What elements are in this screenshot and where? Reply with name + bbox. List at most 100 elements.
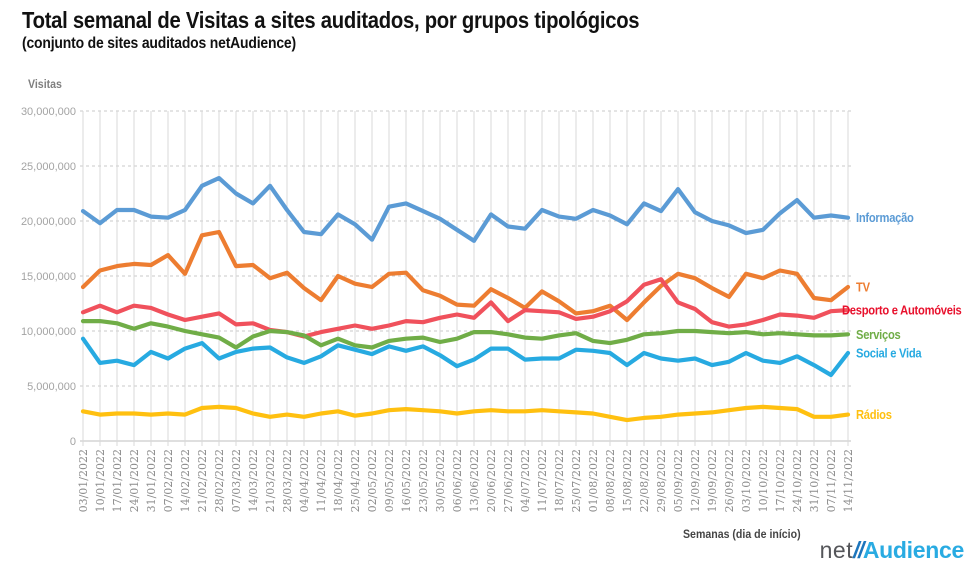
- x-tick-label: 18/04/2022: [332, 449, 345, 512]
- x-tick-label-text: 12/09/2022: [689, 449, 702, 512]
- series-label-group: Social e Vida: [856, 346, 922, 361]
- x-tick-label: 11/04/2022: [315, 449, 328, 512]
- x-tick-label: 07/02/2022: [162, 449, 175, 512]
- x-tick-label-text: 03/10/2022: [740, 449, 753, 512]
- series-label-informacao: Informação: [856, 210, 914, 225]
- x-tick-label-text: 31/01/2022: [145, 449, 158, 512]
- x-tick-label: 16/05/2022: [400, 449, 413, 512]
- x-axis-title: Semanas (dia de início): [683, 529, 801, 541]
- x-tick-label-text: 14/11/2022: [842, 449, 855, 512]
- x-tick-label: 03/01/2022: [77, 449, 90, 512]
- x-tick-label-text: 10/01/2022: [94, 449, 107, 512]
- x-tick-label: 29/08/2022: [655, 449, 668, 512]
- x-tick-label-text: 01/08/2022: [587, 449, 600, 512]
- series-label-group: Informação: [856, 210, 914, 225]
- x-tick-label: 02/05/2022: [366, 449, 379, 512]
- x-tick-label-text: 27/06/2022: [502, 449, 515, 512]
- series-label-group: Serviços: [856, 327, 901, 342]
- x-tick-label-text: 09/05/2022: [383, 449, 396, 512]
- x-tick-label-text: 20/06/2022: [485, 449, 498, 512]
- x-tick-label: 17/10/2022: [774, 449, 787, 512]
- x-tick-label-text: 24/10/2022: [791, 449, 804, 512]
- netaudience-logo: net//Audience: [819, 537, 965, 564]
- x-tick-label: 10/01/2022: [94, 449, 107, 512]
- x-tick-label-text: 06/06/2022: [451, 449, 464, 512]
- x-tick-label-text: 28/02/2022: [213, 449, 226, 512]
- x-tick-label-text: 31/10/2022: [808, 449, 821, 512]
- x-tick-label: 17/01/2022: [111, 449, 124, 512]
- x-tick-label: 10/10/2022: [757, 449, 770, 512]
- x-tick-label: 01/08/2022: [587, 449, 600, 512]
- x-tick-label-text: 28/03/2022: [281, 449, 294, 512]
- x-tick-label-text: 11/04/2022: [315, 449, 328, 512]
- x-tick-label-text: 02/05/2022: [366, 449, 379, 512]
- x-tick-label-text: 15/08/2022: [621, 449, 634, 512]
- x-tick-label: 08/08/2022: [604, 449, 617, 512]
- x-tick-label: 30/05/2022: [434, 449, 447, 512]
- y-tick-label: 0: [70, 436, 76, 448]
- x-tick-label-text: 29/08/2022: [655, 449, 668, 512]
- x-tick-label: 07/11/2022: [825, 449, 838, 512]
- series-label-social-e-vida: Social e Vida: [856, 346, 922, 361]
- chart-title: Total semanal de Visitas a sites auditad…: [22, 7, 640, 33]
- logo-net: net: [819, 537, 854, 563]
- series-line-radios: [80, 404, 851, 423]
- x-tick-label: 25/07/2022: [570, 449, 583, 512]
- x-tick-label: 07/03/2022: [230, 449, 243, 512]
- x-tick-label: 26/09/2022: [723, 449, 736, 512]
- series-label-group: Desporto e Automóveis: [842, 303, 962, 318]
- x-tick-label-text: 08/08/2022: [604, 449, 617, 512]
- x-tick-label: 06/06/2022: [451, 449, 464, 512]
- x-tick-label: 23/05/2022: [417, 449, 430, 512]
- x-tick-label-text: 11/07/2022: [536, 449, 549, 512]
- x-tick-label: 04/04/2022: [298, 449, 311, 512]
- x-tick-label: 24/01/2022: [128, 449, 141, 512]
- x-tick-label: 31/10/2022: [808, 449, 821, 512]
- x-tick-label: 27/06/2022: [502, 449, 515, 512]
- x-tick-label: 18/07/2022: [553, 449, 566, 512]
- x-tick-label-text: 21/03/2022: [264, 449, 277, 512]
- logo-slashes: //: [853, 537, 864, 563]
- series-label-group: Rádios: [856, 407, 892, 422]
- x-tick-label-text: 19/09/2022: [706, 449, 719, 512]
- series-line-desporto-e-automoveis: [80, 277, 851, 339]
- x-tick-label-text: 16/05/2022: [400, 449, 413, 512]
- x-tick-label: 14/02/2022: [179, 449, 192, 512]
- y-tick-label: 5,000,000: [27, 381, 76, 393]
- x-tick-label: 05/09/2022: [672, 449, 685, 512]
- y-tick-label: 30,000,000: [21, 106, 76, 118]
- x-tick-label-text: 07/03/2022: [230, 449, 243, 512]
- x-tick-label-text: 25/04/2022: [349, 449, 362, 512]
- y-tick-label: 10,000,000: [21, 326, 76, 338]
- x-tick-label-text: 25/07/2022: [570, 449, 583, 512]
- x-tick-label: 15/08/2022: [621, 449, 634, 512]
- y-tick-label: 15,000,000: [21, 271, 76, 283]
- x-tick-label-text: 23/05/2022: [417, 449, 430, 512]
- x-tick-label-text: 07/02/2022: [162, 449, 175, 512]
- series-line-servicos: [80, 319, 851, 350]
- x-tick-label: 20/06/2022: [485, 449, 498, 512]
- x-tick-label: 21/03/2022: [264, 449, 277, 512]
- x-tick-label-text: 30/05/2022: [434, 449, 447, 512]
- x-tick-label-text: 13/06/2022: [468, 449, 481, 512]
- series-line-informacao: [80, 176, 851, 243]
- x-tick-label-text: 14/02/2022: [179, 449, 192, 512]
- series-line-tv: [80, 229, 851, 323]
- x-tick-label-text: 03/01/2022: [77, 449, 90, 512]
- x-tick-label-text: 07/11/2022: [825, 449, 838, 512]
- x-tick-label-text: 10/10/2022: [757, 449, 770, 512]
- series-label-group: TV: [856, 280, 870, 295]
- x-tick-label-text: 04/04/2022: [298, 449, 311, 512]
- x-tick-label-text: 18/07/2022: [553, 449, 566, 512]
- y-axis-title: Visitas: [28, 79, 62, 91]
- series-label-tv: TV: [856, 280, 870, 295]
- y-tick-label: 20,000,000: [21, 216, 76, 228]
- x-tick-label-text: 24/01/2022: [128, 449, 141, 512]
- x-tick-label-text: 05/09/2022: [672, 449, 685, 512]
- y-tick-label: 25,000,000: [21, 161, 76, 173]
- logo-audience: Audience: [862, 537, 964, 563]
- x-tick-label: 24/10/2022: [791, 449, 804, 512]
- x-tick-label-text: 21/02/2022: [196, 449, 209, 512]
